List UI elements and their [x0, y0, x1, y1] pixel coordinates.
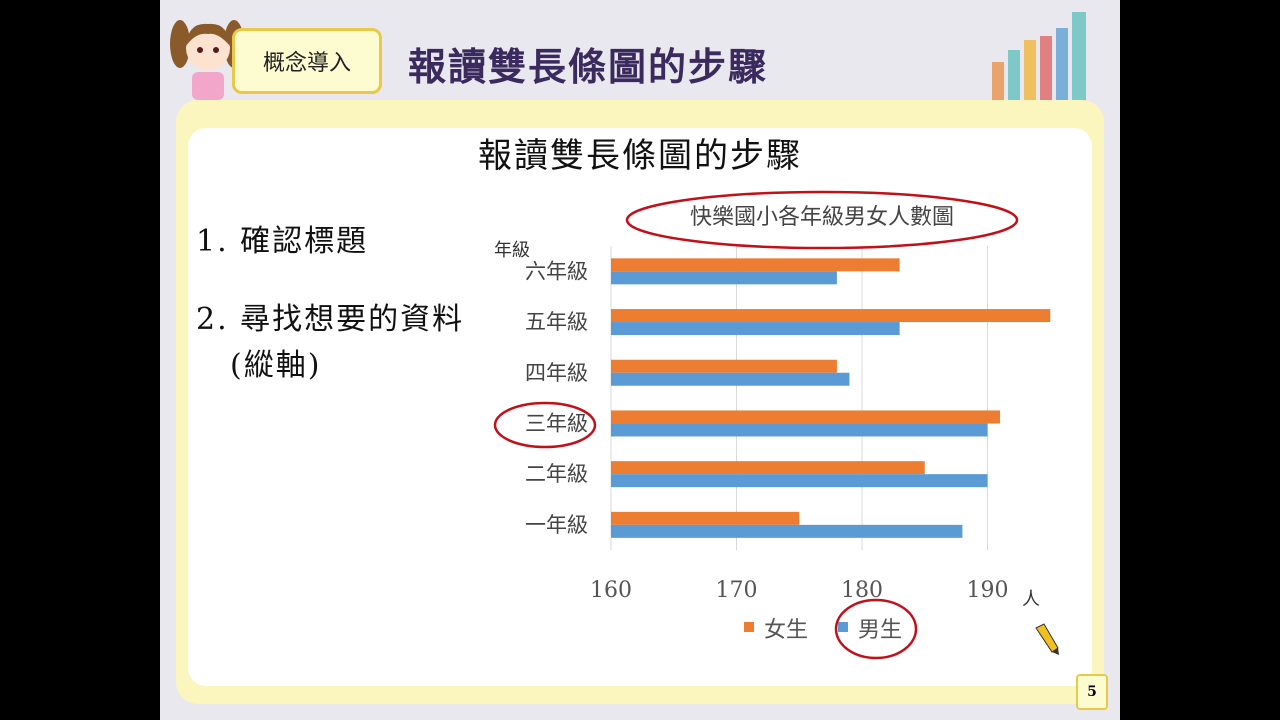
y-tick-label: 四年級 [525, 361, 588, 385]
chart-title: 快樂國小各年級男女人數圖 [690, 205, 954, 230]
girls-bar [611, 461, 925, 475]
title-circle-annotation [625, 190, 1019, 250]
girls-bar [611, 309, 1051, 323]
girls-bar [611, 410, 1001, 424]
boys-bar [611, 322, 900, 336]
y-tick-label: 二年級 [525, 462, 588, 486]
legend-label-girls: 女生 [764, 618, 808, 643]
girls-bar [611, 511, 800, 525]
legend-swatch-girls [744, 622, 754, 632]
y-tick-label: 一年級 [525, 513, 588, 537]
category-circle-annotation [493, 401, 597, 449]
legend-swatch-boys [838, 622, 848, 632]
main-title: 報讀雙長條圖的步驟 [478, 136, 802, 176]
y-tick-label: 五年級 [525, 310, 588, 334]
header-title: 報讀雙長條圖的步驟 [408, 44, 769, 89]
page-number: 5 [1076, 674, 1108, 710]
boys-bar [611, 524, 963, 538]
girls-bar [611, 359, 837, 373]
step-2: 2. 尋找想要的資料 [196, 302, 465, 337]
section-tag: 概念導入 [232, 28, 382, 94]
y-axis-label: 年級 [494, 240, 530, 261]
legend-label-boys: 男生 [858, 618, 902, 643]
content-area [188, 128, 1092, 686]
slide: 概念導入 報讀雙長條圖的步驟 報讀雙長條圖的步驟 1. 確認標題 2. 尋找想要… [160, 0, 1120, 720]
y-tick-label: 六年級 [525, 259, 588, 283]
girls-bar [611, 258, 900, 272]
x-tick-label: 190 [967, 578, 1009, 603]
x-tick-label: 160 [590, 578, 632, 603]
boys-bar [611, 271, 837, 285]
boys-bar [611, 423, 988, 437]
x-tick-label: 170 [716, 578, 758, 603]
x-axis-unit: 人 [1022, 589, 1040, 610]
bar-chart-decoration [992, 12, 1086, 102]
step-2-note: (縱軸) [230, 348, 322, 383]
legend-circle-annotation [834, 598, 918, 660]
boys-bar [611, 372, 850, 386]
step-1: 1. 確認標題 [196, 224, 369, 259]
boys-bar [611, 474, 988, 488]
pencil-icon [1035, 623, 1059, 655]
y-tick-label: 三年級 [525, 411, 588, 435]
